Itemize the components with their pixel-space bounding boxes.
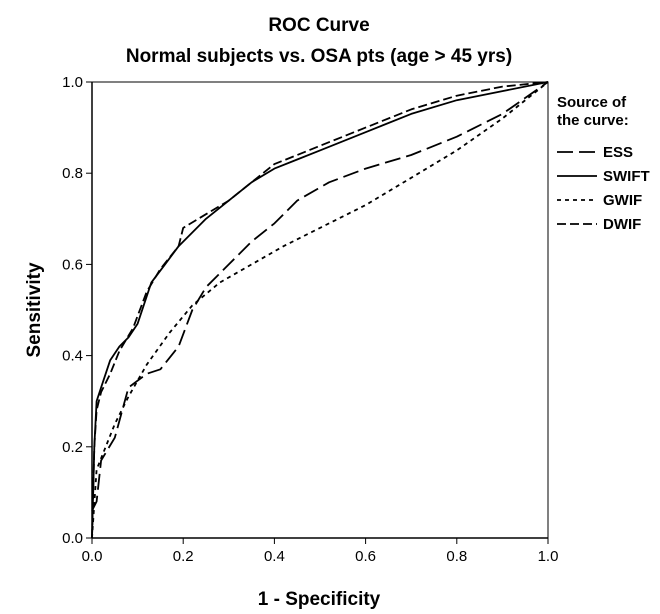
x-tick-label: 0.6 bbox=[355, 548, 376, 565]
y-axis-label: Sensitivity bbox=[24, 262, 45, 357]
series-line-dwif bbox=[91, 81, 549, 539]
legend: Source of the curve: ESS SWIFT GWIF DWIF bbox=[557, 94, 650, 233]
y-tick-label: 0.0 bbox=[62, 530, 83, 547]
y-tick-label: 0.6 bbox=[62, 256, 83, 273]
legend-label-swift: SWIFT bbox=[603, 168, 650, 185]
x-axis-label: 1 - Specificity bbox=[258, 589, 381, 610]
x-tick-label: 1.0 bbox=[538, 548, 559, 565]
series-line-ess bbox=[91, 81, 549, 512]
x-tick-label: 0.0 bbox=[82, 548, 103, 565]
y-tick-label: 1.0 bbox=[62, 74, 83, 91]
legend-title-line-1: Source of bbox=[557, 94, 627, 111]
series-line-swift bbox=[91, 81, 549, 539]
x-tick-label: 0.2 bbox=[173, 548, 194, 565]
y-tick-label: 0.8 bbox=[62, 165, 83, 182]
y-tick-label: 0.4 bbox=[62, 348, 83, 365]
ticks: 0.0 0.2 0.4 0.6 0.8 1.0 0.0 0.2 0.4 0.6 0.8 1.0 bbox=[62, 74, 558, 565]
legend-title-line-2: the curve: bbox=[557, 112, 629, 129]
legend-label-ess: ESS bbox=[603, 144, 633, 161]
y-tick-label: 0.2 bbox=[62, 439, 83, 456]
axes bbox=[91, 82, 548, 539]
legend-label-gwif: GWIF bbox=[603, 192, 642, 209]
chart-subtitle: Normal subjects vs. OSA pts (age > 45 yr… bbox=[126, 46, 512, 67]
chart-title: ROC Curve bbox=[268, 15, 369, 36]
x-tick-label: 0.4 bbox=[264, 548, 285, 565]
legend-items: ESS SWIFT GWIF DWIF bbox=[557, 144, 650, 233]
series-line-gwif bbox=[91, 81, 549, 539]
x-tick-label: 0.8 bbox=[446, 548, 467, 565]
legend-label-dwif: DWIF bbox=[603, 216, 641, 233]
series-layer bbox=[91, 81, 549, 539]
